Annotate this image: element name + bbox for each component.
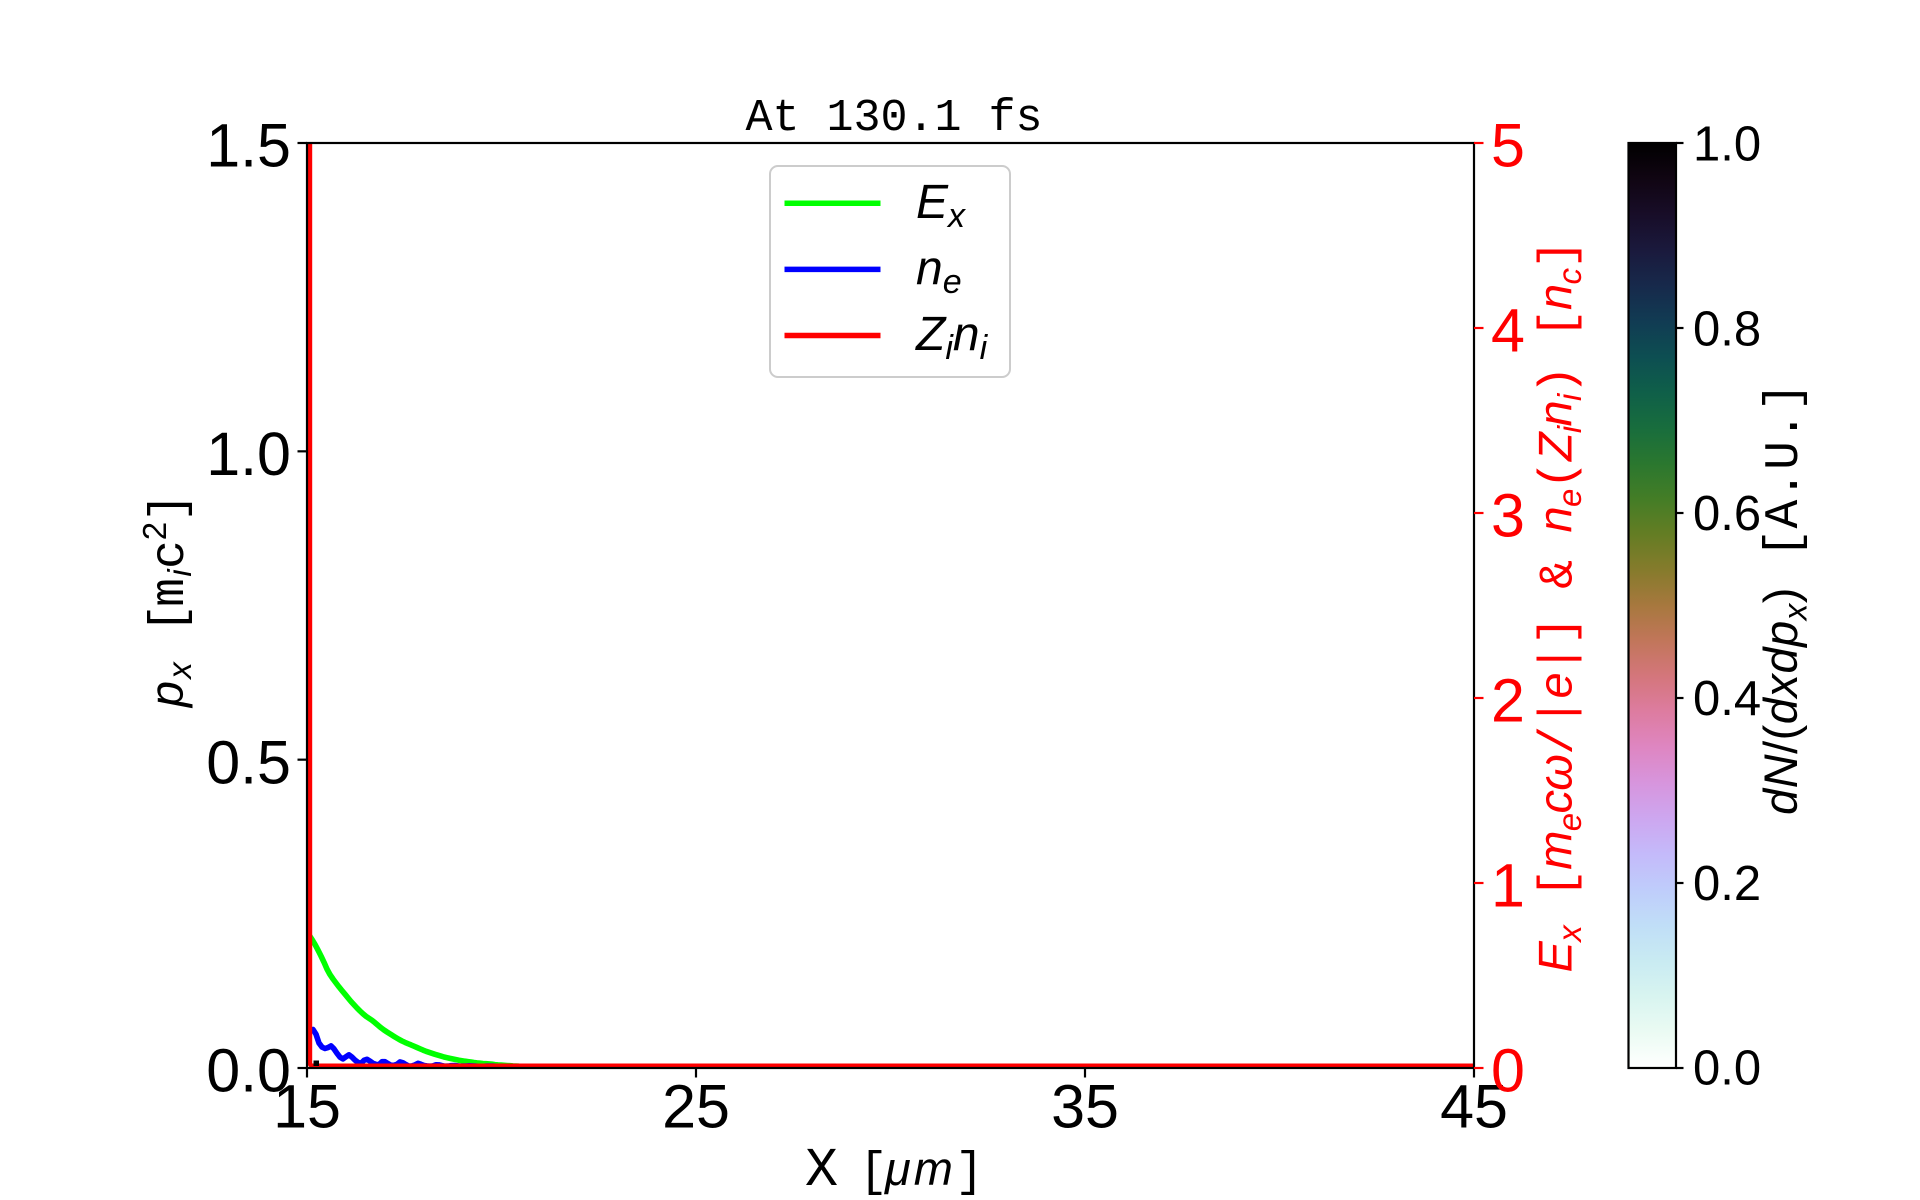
svg-text:x: x — [161, 661, 198, 681]
svg-text:3: 3 — [1491, 482, 1525, 550]
svg-text:1.5: 1.5 — [206, 112, 291, 180]
svg-text:35: 35 — [1051, 1073, 1119, 1141]
svg-text:m: m — [144, 578, 198, 607]
svg-text:0.2: 0.2 — [1693, 857, 1761, 911]
svg-text:[: [ — [859, 1146, 888, 1200]
svg-text:0: 0 — [1491, 1037, 1525, 1105]
svg-text:0.4: 0.4 — [1693, 672, 1761, 726]
svg-text:45: 45 — [1440, 1073, 1508, 1141]
svg-text:0.8: 0.8 — [1693, 302, 1761, 356]
svg-text:At 130.1 fs: At 130.1 fs — [745, 93, 1042, 144]
svg-text:1.0: 1.0 — [206, 420, 291, 488]
svg-text:4: 4 — [1491, 297, 1525, 365]
svg-text:5: 5 — [1491, 112, 1525, 180]
svg-text:X: X — [805, 1139, 838, 1200]
svg-text:Ex: Ex — [916, 176, 966, 235]
svg-text:1.0: 1.0 — [1693, 118, 1761, 172]
svg-text:25: 25 — [662, 1073, 730, 1141]
svg-text:i: i — [161, 568, 198, 577]
svg-text:0.0: 0.0 — [206, 1037, 291, 1105]
svg-text:Zini: Zini — [915, 308, 989, 367]
svg-text:15: 15 — [273, 1073, 341, 1141]
svg-text:[: [ — [143, 604, 197, 633]
svg-text:dN/(dxdpx) [A.U.]: dN/(dxdpx) [A.U.] — [1754, 382, 1814, 815]
svg-text:Ex [mecω/|e|] & ne(Zini) [nc]: Ex [mecω/|e|] & ne(Zini) [nc] — [1529, 241, 1589, 973]
svg-text:]: ] — [955, 1146, 984, 1200]
svg-text:2: 2 — [1491, 667, 1525, 735]
svg-text:ne: ne — [916, 242, 962, 301]
svg-text:0.5: 0.5 — [206, 728, 291, 796]
svg-text:p: p — [140, 681, 193, 709]
svg-text:0.0: 0.0 — [1693, 1042, 1761, 1096]
svg-text:1: 1 — [1491, 852, 1525, 920]
svg-text:μm: μm — [884, 1142, 956, 1195]
svg-text:2: 2 — [136, 522, 173, 540]
svg-text:c: c — [144, 540, 198, 569]
svg-text:]: ] — [143, 493, 197, 522]
svg-text:0.6: 0.6 — [1693, 487, 1761, 541]
